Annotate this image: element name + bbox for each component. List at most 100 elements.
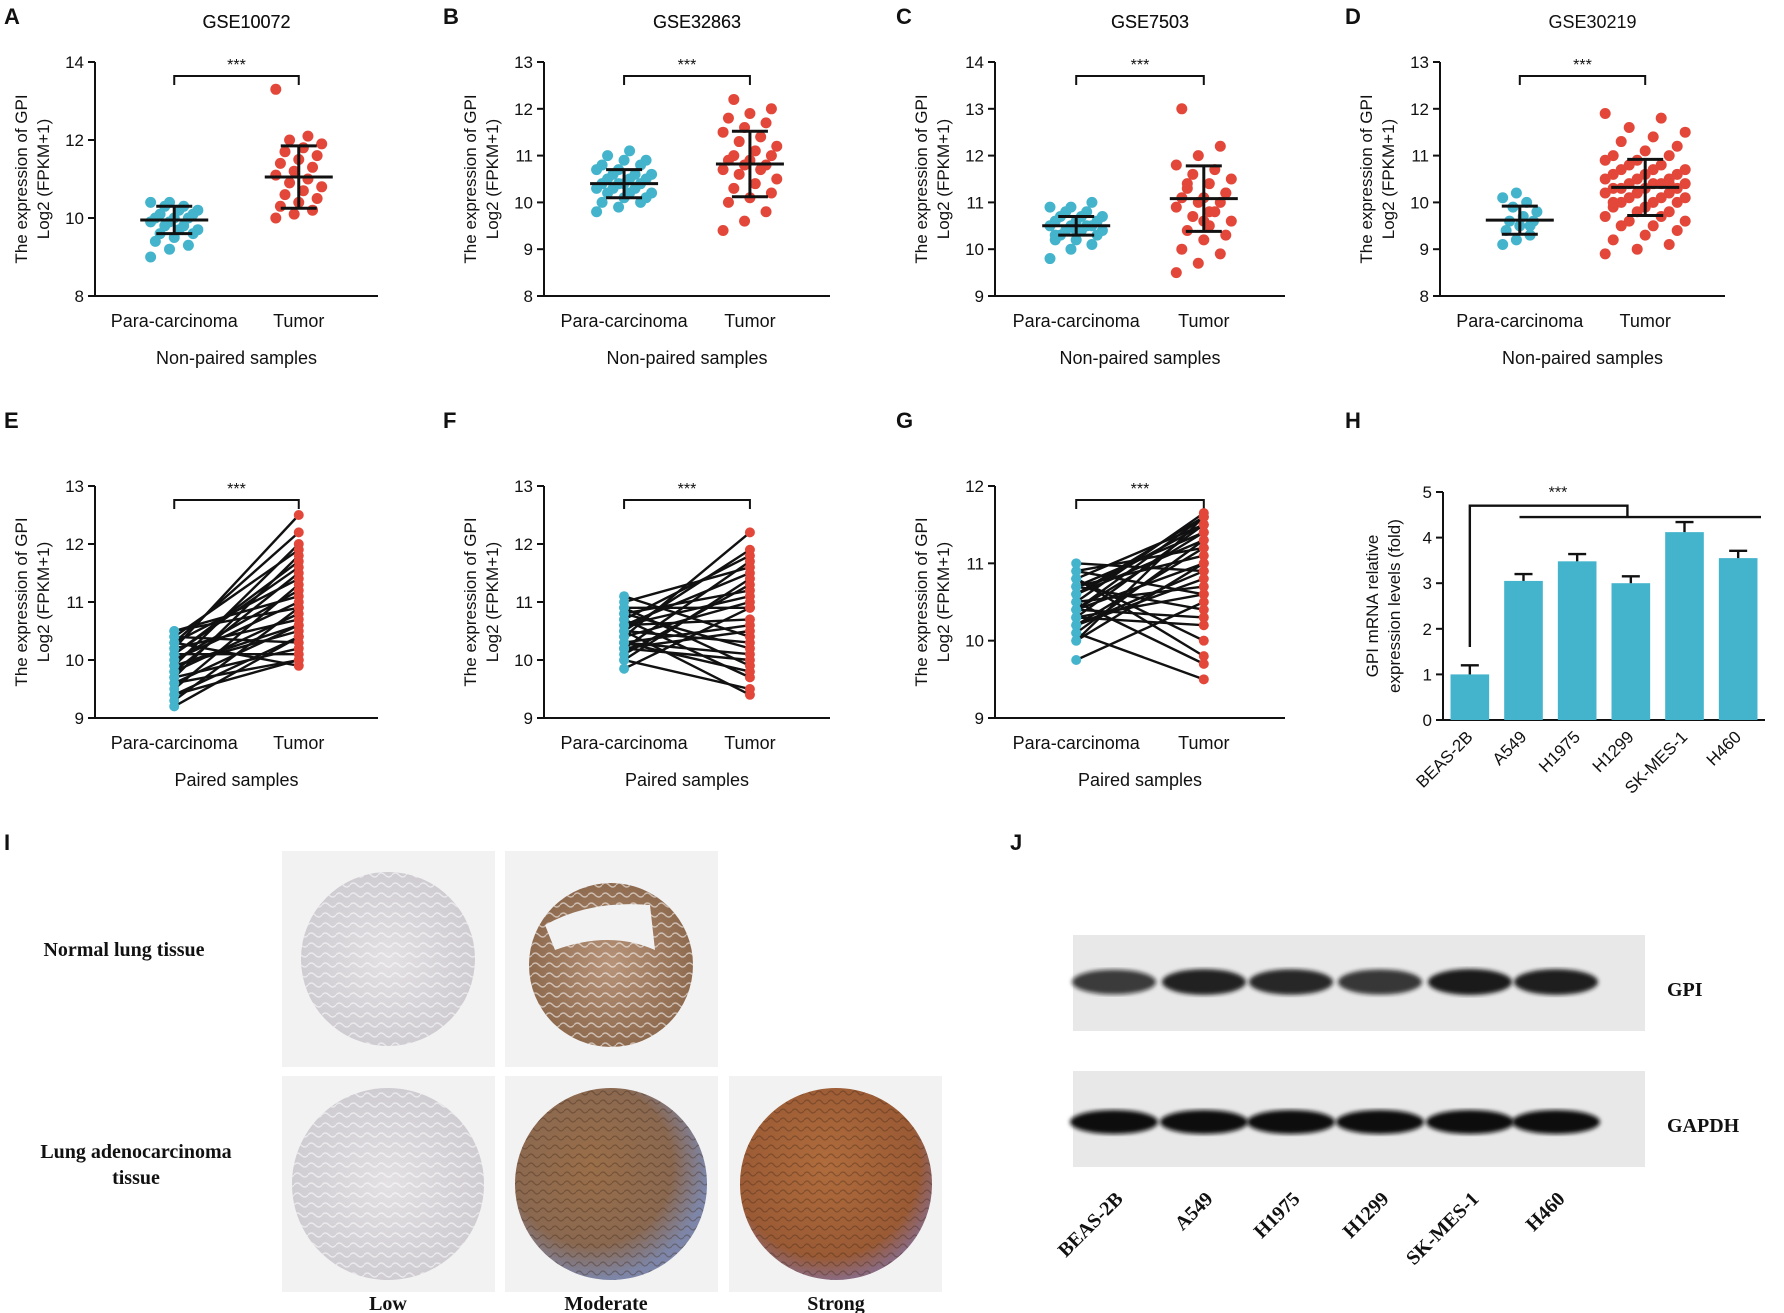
y-tick-label: 9 [75,709,84,728]
point-para [624,145,636,157]
point-tumor [1198,612,1209,623]
point-tumor [1198,589,1209,600]
point-para [1510,187,1522,199]
pair-line [623,647,751,662]
y-tick-label: 4 [1423,529,1432,548]
point-tumor [1671,224,1683,236]
pair-line [1075,569,1205,596]
x-category-label: Para-carcinoma [1013,733,1141,753]
point-tumor [744,626,755,636]
band-gapdh-h1299 [1336,1110,1424,1134]
chart-a-gse10072: GSE10072 The expression of GPI Log2 (FPKM+… [12,12,378,368]
y-tick-label: 12 [965,147,984,166]
lane-label-h1299: H1299 [1339,1188,1394,1243]
point-tumor [717,164,729,176]
point-tumor [293,602,304,613]
band-gpi-h1975 [1249,969,1333,995]
point-tumor [760,206,772,218]
point-tumor [1615,196,1627,208]
point-tumor [1679,164,1691,176]
y-tick-label: 12 [514,100,533,119]
x-axis-title: Non-paired samples [156,348,317,368]
significance-stars: *** [678,57,697,74]
point-tumor [293,620,304,631]
y-axis-label-line1: The expression of GPI [912,517,931,686]
point-tumor [765,103,777,115]
lane-label-a549: A549 [1171,1188,1218,1235]
point-tumor [1198,651,1209,662]
point-tumor [1663,239,1675,251]
panel-label-g: G [896,408,913,433]
point-para [646,187,658,199]
point-para [629,168,641,180]
panel-i-ihc: Normal lung tissue Lung adenocarcinoma t… [40,851,942,1313]
point-tumor [293,573,304,584]
point-tumor [722,196,734,208]
point-tumor [1647,131,1659,143]
chart-h-bar-mrna: GPI mRNA relative expression levels (fold… [1363,483,1765,798]
point-tumor [744,544,755,555]
point-tumor [1198,658,1209,669]
pair-line [174,658,299,685]
pair-line [623,566,751,604]
y-tick-label: 9 [975,287,984,306]
x-category-label: Tumor [273,733,324,753]
y-tick-label: 1 [1423,665,1432,684]
pair-line [173,531,300,644]
point-tumor [765,150,777,162]
point-para [192,204,204,216]
pair-line [1075,600,1205,662]
point-tumor [1615,220,1627,232]
point-tumor [1176,243,1188,255]
chart-title: GSE30219 [1548,12,1636,32]
x-axis-title: Non-paired samples [606,348,767,368]
chart-title: GSE7503 [1111,12,1189,32]
point-para [1071,604,1082,615]
point-tumor [1599,210,1611,222]
point-tumor [744,602,755,613]
pair-line [1076,585,1204,604]
point-para [1071,566,1082,577]
y-axis-label-line2: Log2 (FPKM+1) [34,119,53,239]
y-axis-label-line1: The expression of GPI [12,517,31,686]
point-para [1096,224,1108,236]
point-para [1070,234,1082,246]
point-para [602,150,614,162]
point-tumor [1599,187,1611,199]
point-tumor [744,573,755,584]
blot-label-gpi: GPI [1667,979,1703,1001]
point-tumor [744,527,755,538]
point-tumor [1198,566,1209,577]
x-category-label: Para-carcinoma [561,311,689,331]
point-para [1044,253,1056,265]
x-category-label: Para-carcinoma [1456,311,1584,331]
pair-line [173,548,300,638]
y-tick-label: 8 [75,287,84,306]
point-para [646,168,658,180]
point-tumor [1198,597,1209,607]
pair-line [623,595,751,638]
point-tumor [1647,220,1659,232]
point-para [169,689,180,700]
lane-label-sk-mes-1: SK-MES-1 [1402,1188,1484,1270]
point-para [1071,635,1082,646]
y-tick-label: 13 [965,100,984,119]
point-tumor [1170,267,1182,279]
point-para [182,239,194,251]
point-para [591,206,603,218]
point-tumor [1623,159,1635,171]
point-tumor [728,182,740,194]
significance-bracket [623,499,751,509]
point-para [1071,627,1082,638]
point-para [1065,201,1077,213]
y-tick-label: 13 [514,477,533,496]
point-tumor [1198,535,1209,546]
y-tick-label: 0 [1423,711,1432,730]
point-tumor [1198,604,1209,615]
point-para [1071,655,1082,665]
point-tumor [1679,126,1691,138]
y-tick-label: 13 [1410,53,1429,72]
point-para [619,663,630,674]
point-tumor [293,631,304,642]
